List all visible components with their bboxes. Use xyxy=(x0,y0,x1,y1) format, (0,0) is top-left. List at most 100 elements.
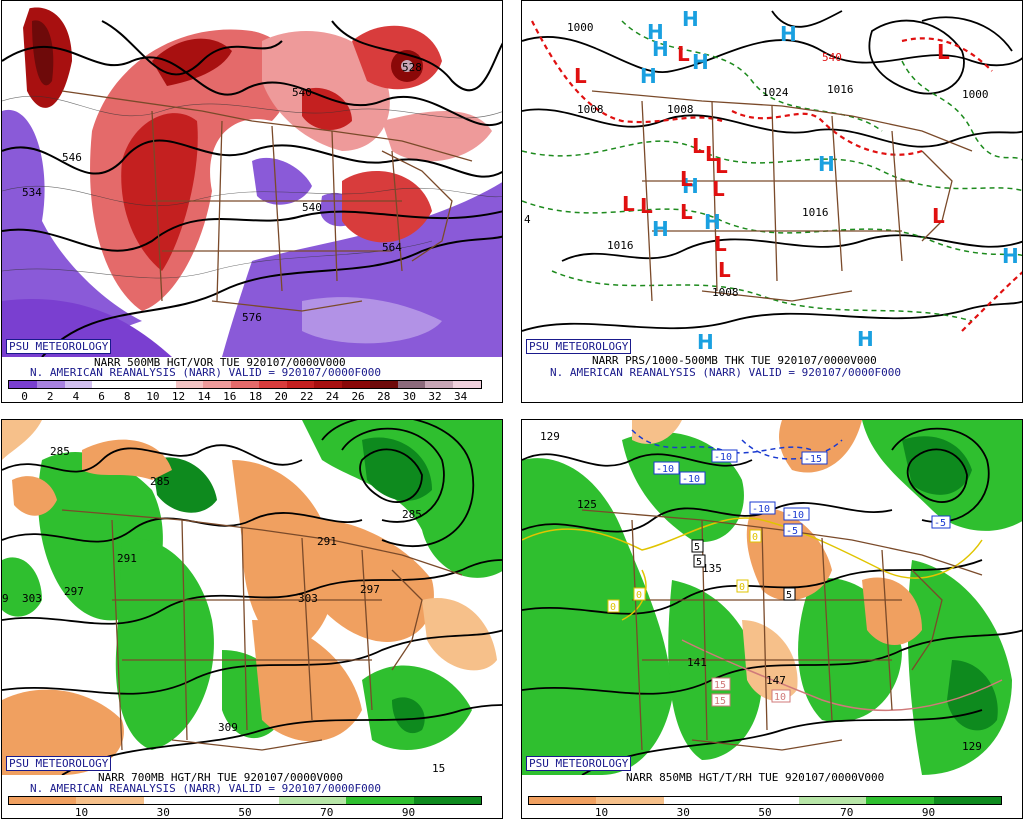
temperature-label-box xyxy=(783,523,803,537)
low-pressure-marker: L xyxy=(932,204,945,228)
height-label: 141 xyxy=(687,656,707,669)
color-scale-tick-label: 16 xyxy=(223,390,237,403)
panel-850mb-temperature-humidity: 129 125 135 141 147 129 -10 -10 -10 -15 -10-… xyxy=(521,419,1023,819)
color-scale-ticks: 10 30 50 70 90 xyxy=(528,806,1002,819)
color-scale-tick-label: 2 xyxy=(46,390,54,403)
high-pressure-marker: H xyxy=(640,64,657,88)
temperature-label: 15 xyxy=(714,696,726,707)
isobar-label: 1016 xyxy=(607,239,634,252)
high-pressure-marker: H xyxy=(652,217,669,241)
height-label: 135 xyxy=(702,562,722,575)
temperature-label-box xyxy=(801,451,828,465)
color-scale-swatch xyxy=(369,381,398,388)
panel-caption: NARR PRS/1000-500MB THK TUE 920107/0000V… xyxy=(592,354,877,367)
temperature-label: -5 xyxy=(786,526,798,537)
temperature-label-box xyxy=(653,461,680,475)
temperature-label: -15 xyxy=(804,454,822,465)
temperature-label: 5 xyxy=(786,590,792,601)
color-scale-swatch xyxy=(76,797,144,804)
color-scale-tick-label: 90 xyxy=(401,806,416,819)
color-scale-tick-label: 50 xyxy=(238,806,252,819)
color-scale-ticks: 0 2 4 6 8 10 12 14 16 18 20 22 24 26 28 30 32 34 xyxy=(8,390,482,403)
high-pressure-marker: H xyxy=(647,20,664,44)
color-scale-tick-label: 28 xyxy=(377,390,391,403)
brand-label: PSU METEOROLOGY xyxy=(526,756,632,771)
height-label: 546 xyxy=(62,151,82,164)
isobar-label: 1016 xyxy=(827,83,854,96)
temperature-label-box xyxy=(783,507,810,521)
temperature-label: -10 xyxy=(714,452,732,463)
temperature-label: 5 xyxy=(696,557,702,568)
color-scale-tick-label: 26 xyxy=(351,390,365,403)
panel-caption: NARR 500MB HGT/VOR TUE 920107/0000V000 xyxy=(94,356,346,369)
temperature-label-box xyxy=(749,501,776,515)
color-scale-tick-label: 8 xyxy=(123,390,131,403)
temperature-label-box xyxy=(679,471,706,485)
isobar-label: 1000 xyxy=(567,21,594,34)
temperature-label: 0 xyxy=(739,582,745,593)
temperature-label-box xyxy=(711,449,738,463)
map-700mb-humidity: 285 285 291 297 303 285 291 297 303 309 … xyxy=(2,420,502,775)
color-scale-swatch xyxy=(278,797,347,804)
color-scale xyxy=(8,796,482,805)
high-pressure-marker: H xyxy=(682,7,699,31)
color-scale-tick-label: 32 xyxy=(428,390,442,403)
color-scale-tick-label: 70 xyxy=(320,806,334,819)
temperature-label-box xyxy=(771,689,791,703)
height-label: 540 xyxy=(302,201,322,214)
low-pressure-marker: L xyxy=(680,200,693,224)
map-500mb-vorticity: 540 534 546 540 564 576 528 xyxy=(2,1,502,357)
temperature-label-box xyxy=(736,579,749,593)
color-scale-swatch xyxy=(798,797,867,804)
isobar-label: 4 xyxy=(524,213,531,226)
color-scale xyxy=(8,380,482,389)
color-scale-tick-label: 20 xyxy=(274,390,288,403)
panel-700mb-humidity: 285 285 291 297 303 285 291 297 303 309 … xyxy=(1,419,503,819)
temperature-label: 15 xyxy=(714,680,726,691)
color-scale-swatch xyxy=(342,381,370,388)
temperature-boxes: -10 -10 -10 -15 -10 -10 -5 -5 5 5 5 0 0 0 0 15 15 10 xyxy=(607,449,951,707)
panel-pressure-thickness: 1000 1008 1016 1008 1024 1016 1000 1008 … xyxy=(521,0,1023,403)
low-pressure-marker: L xyxy=(715,154,728,178)
temperature-label: -5 xyxy=(934,518,946,529)
color-scale-swatch xyxy=(92,381,121,388)
color-scale-swatch xyxy=(258,381,287,388)
color-scale-tick-label: 10 xyxy=(74,806,89,819)
height-label: 297 xyxy=(64,585,84,598)
color-scale-tick-label: 50 xyxy=(758,806,772,819)
panel-caption-valid: N. AMERICAN REANALYSIS (NARR) VALID = 92… xyxy=(30,782,381,795)
color-scale-swatch xyxy=(529,797,597,804)
color-scale-tick-label: 22 xyxy=(300,390,314,403)
color-scale-tick-label: 0 xyxy=(21,390,28,403)
high-pressure-marker: H xyxy=(1002,244,1019,268)
color-scale-swatch xyxy=(143,797,212,804)
isobar-label: 1008 xyxy=(712,286,739,299)
color-scale-swatch xyxy=(346,797,414,804)
high-pressure-marker: H xyxy=(780,22,797,46)
height-label: 285 xyxy=(50,445,70,458)
height-label: 540 xyxy=(292,86,312,99)
color-scale-swatch xyxy=(175,381,204,388)
color-scale-ticks: 10 30 50 70 90 xyxy=(8,806,482,819)
low-pressure-marker: L xyxy=(574,64,587,88)
temperature-label-box xyxy=(749,529,762,543)
color-scale-swatch xyxy=(596,797,664,804)
color-scale-tick-label: 30 xyxy=(156,806,170,819)
panel-500mb-vorticity: 540 534 546 540 564 576 528 PSU METEOROL… xyxy=(1,0,503,403)
low-pressure-marker: L xyxy=(622,192,635,216)
low-pressure-marker: L xyxy=(640,194,653,218)
color-scale-swatch xyxy=(314,381,343,388)
isobar-label: 1008 xyxy=(667,103,694,116)
high-pressure-marker: H xyxy=(704,210,721,234)
high-pressure-marker: H xyxy=(652,37,669,61)
high-pressure-marker: H xyxy=(682,174,699,198)
temperature-label-box xyxy=(691,539,704,553)
color-scale-swatch xyxy=(425,381,454,388)
temperature-label-box xyxy=(711,693,731,707)
color-scale-tick-label: 10 xyxy=(594,806,609,819)
low-pressure-marker: L xyxy=(692,134,705,158)
height-label: 15 xyxy=(432,762,445,775)
temperature-label: 0 xyxy=(636,590,642,601)
color-scale-tick-label: 30 xyxy=(402,390,416,403)
low-pressure-marker: L xyxy=(705,142,718,166)
